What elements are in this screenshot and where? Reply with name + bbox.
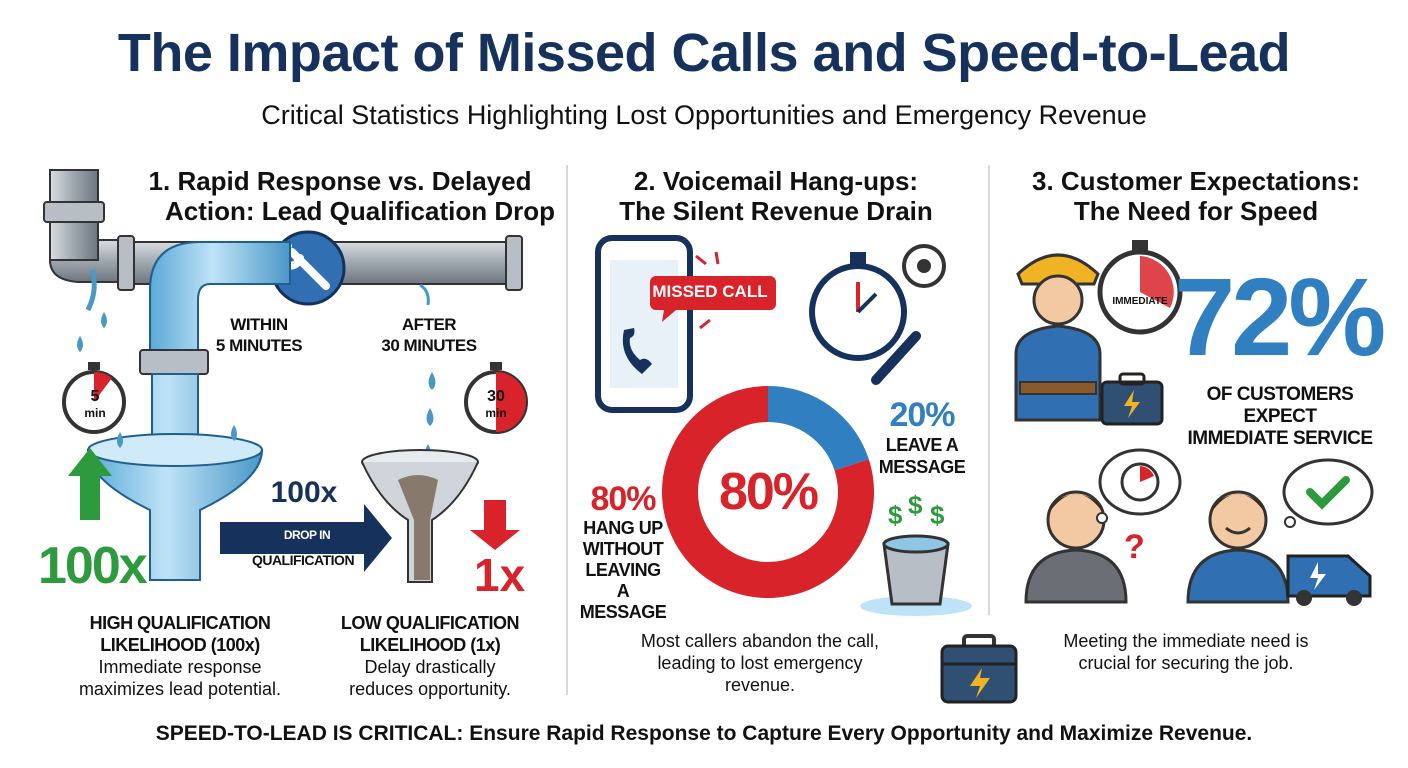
sludge	[398, 475, 438, 580]
within-minutes: 5 MINUTES	[215, 336, 303, 355]
hangup-label-2: WITHOUT	[582, 539, 664, 559]
worried-customer-icon	[1024, 490, 1128, 604]
up-arrow-icon	[68, 448, 112, 520]
leak-stream	[419, 283, 430, 306]
customer-illustration	[1014, 240, 1374, 606]
high-description: Immediate response	[98, 657, 262, 677]
donut-slice-leave	[767, 386, 869, 471]
hangup-percent: 80%	[590, 480, 656, 518]
page-title: The Impact of Missed Calls and Speed-to-…	[117, 23, 1291, 83]
drop-label-2: QUALIFICATION	[251, 552, 355, 568]
voicemail-description-2: leading to lost emergency revenue.	[657, 653, 863, 695]
drop-value: 100x	[270, 476, 338, 509]
leave-label: LEAVE A	[885, 435, 959, 455]
water-drop	[117, 432, 123, 448]
leave-percent: 20%	[889, 396, 955, 434]
funnel-rim	[87, 433, 263, 467]
donut-chart	[662, 386, 874, 598]
leaking-bucket-icon	[860, 534, 972, 616]
water-drop	[101, 312, 107, 328]
pipe-joint	[139, 349, 209, 375]
low-caption-2: LIKELIHOOD (1x)	[359, 635, 501, 655]
drop-arrow	[220, 504, 392, 572]
high-caption: HIGH QUALIFICATION	[89, 613, 271, 633]
section1-title-line1: 1. Rapid Response vs. Delayed	[148, 166, 532, 196]
immediate-label: IMMEDIATE	[1112, 296, 1168, 307]
expectation-caption-2: IMMEDIATE SERVICE	[1187, 428, 1373, 449]
thought-check-icon	[1282, 458, 1374, 528]
question-mark: ?	[1124, 528, 1145, 566]
footer-banner: SPEED-TO-LEAD IS CRITICAL: Ensure Rapid …	[0, 722, 1408, 746]
missed-call-label: MISSED CALL	[652, 282, 768, 301]
section2-title-line1: 2. Voicemail Hang-ups:	[633, 166, 919, 196]
drop-label: DROP IN	[283, 528, 331, 542]
voicemail-description: Most callers abandon the call,	[640, 631, 880, 651]
high-caption-2: LIKELIHOOD (100x)	[100, 635, 260, 655]
technician-icon	[1014, 253, 1102, 422]
leak-stream	[85, 269, 97, 312]
toolbox-icon	[940, 634, 1018, 704]
down-arrow-icon	[470, 500, 520, 550]
timer5-unit: min	[84, 406, 106, 420]
thought-clock-icon	[1096, 448, 1182, 524]
hangup-label-3: LEAVING A	[585, 560, 661, 601]
timer30-unit: min	[485, 406, 507, 420]
pipe-funnel-illustration	[43, 169, 528, 583]
high-description-2: maximizes lead potential.	[78, 679, 282, 699]
donut-slice-hangup	[662, 386, 874, 598]
dollar-sign: $	[888, 500, 903, 530]
dollar-sign: $	[908, 490, 923, 520]
pipe-joint	[117, 235, 135, 291]
expectation-percent: 72%	[1174, 256, 1386, 379]
section3-title-line2: The Need for Speed	[1073, 196, 1319, 226]
timer5-value: 5	[90, 388, 100, 405]
service-van-icon	[1286, 554, 1372, 606]
leave-label-2: MESSAGE	[878, 457, 966, 477]
water-drop	[77, 336, 83, 352]
hangup-label-4: MESSAGE	[579, 602, 667, 622]
page-subtitle: Critical Statistics Highlighting Lost Op…	[261, 100, 1147, 130]
missed-call-bubble	[650, 251, 776, 330]
stopwatch-immediate-icon	[1097, 240, 1183, 335]
phone-icon	[595, 235, 693, 413]
water-drop	[428, 372, 436, 390]
expectation-description: Meeting the immediate need is	[1063, 631, 1309, 651]
expectation-caption: OF CUSTOMERS EXPECT	[1206, 384, 1354, 427]
pipe-joint	[505, 235, 523, 291]
section-divider	[566, 165, 568, 695]
stopwatch-30min-icon	[464, 362, 528, 434]
hangup-label: HANG UP	[583, 518, 663, 538]
donut-center-value: 80%	[718, 463, 819, 521]
footer-text: Ensure Rapid Response to Capture Every O…	[463, 722, 1253, 745]
happy-customer-icon	[1186, 490, 1290, 604]
voicemail-illustration	[595, 235, 972, 616]
section-divider	[988, 165, 990, 615]
section1-title-line2: Action: Lead Qualification Drop	[164, 196, 555, 226]
low-multiplier: 1x	[474, 549, 526, 601]
water-drop	[426, 408, 434, 426]
stopwatch-5min-icon	[62, 362, 126, 434]
low-caption: LOW QUALIFICATION	[340, 613, 520, 633]
after-label: AFTER	[401, 315, 457, 334]
low-description-2: reduces opportunity.	[349, 679, 511, 699]
stopwatch-gear-icon	[809, 244, 946, 385]
expectation-description-2: crucial for securing the job.	[1078, 653, 1294, 673]
dollar-sign: $	[930, 500, 945, 530]
water-pipe	[149, 241, 291, 351]
pipe-elbow	[48, 239, 121, 283]
within-label: WITHIN	[230, 315, 288, 334]
after-minutes: 30 MINUTES	[381, 336, 477, 355]
low-description: Delay drastically	[364, 657, 496, 677]
section3-title-line1: 3. Customer Expectations:	[1032, 166, 1360, 196]
toolbox-icon	[1100, 372, 1164, 426]
footer-emphasis: SPEED-TO-LEAD IS CRITICAL:	[155, 722, 464, 745]
timer30-value: 30	[487, 388, 505, 405]
water-drop	[231, 425, 237, 441]
pipe-joint	[43, 201, 105, 223]
section2-title-line2: The Silent Revenue Drain	[619, 196, 933, 226]
high-multiplier: 100x	[38, 537, 148, 595]
